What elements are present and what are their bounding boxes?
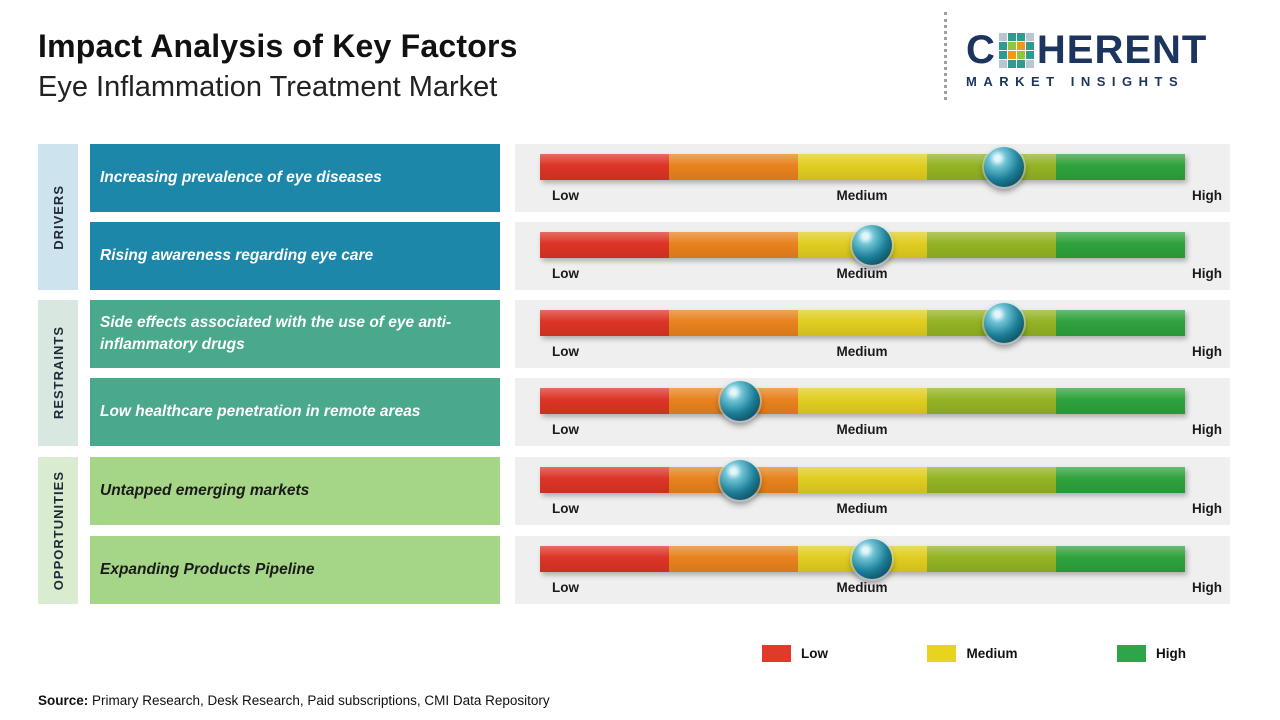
- scale-label-high: High: [1192, 266, 1222, 281]
- scale-label-high: High: [1192, 344, 1222, 359]
- factor-text: Rising awareness regarding eye care: [100, 246, 374, 264]
- impact-scale-bar: [540, 303, 1185, 343]
- impact-indicator-ball: [984, 147, 1025, 187]
- page-subtitle: Eye Inflammation Treatment Market: [38, 71, 498, 103]
- brand-wordmark: C HERENT: [966, 30, 1262, 70]
- brand-letters-herent: HERENT: [1036, 28, 1208, 72]
- factor-label-box: Low healthcare penetration in remote are…: [90, 378, 500, 446]
- factor-row: Untapped emerging markets Low Medium Hig…: [90, 457, 1230, 525]
- impact-scale-bar: [540, 539, 1185, 579]
- legend-item-medium: Medium: [927, 645, 1018, 662]
- scale-label-medium: Medium: [836, 501, 888, 516]
- scale-labels: Low Medium High: [515, 266, 1230, 286]
- scale-labels: Low Medium High: [515, 188, 1230, 208]
- impact-scale-bar: [540, 460, 1185, 500]
- factor-row: Side effects associated with the use of …: [90, 300, 1230, 368]
- impact-scale-bar: [540, 225, 1185, 265]
- legend: Low Medium High: [762, 645, 1186, 662]
- factor-label-box: Side effects associated with the use of …: [90, 300, 500, 368]
- scale-labels: Low Medium High: [515, 501, 1230, 521]
- scale-label-medium: Medium: [836, 344, 888, 359]
- scale-label-low: Low: [552, 266, 579, 281]
- impact-indicator-ball: [984, 303, 1025, 343]
- legend-item-high: High: [1116, 645, 1186, 662]
- factor-text: Low healthcare penetration in remote are…: [100, 402, 421, 420]
- scale-label-low: Low: [552, 580, 579, 595]
- group-label-opportunities: OPPORTUNITIES: [50, 470, 66, 591]
- impact-indicator-ball: [719, 460, 760, 500]
- factor-label-box: Expanding Products Pipeline: [90, 536, 500, 604]
- legend-swatch-low: [762, 645, 791, 662]
- factor-label-box: Untapped emerging markets: [90, 457, 500, 525]
- group-strip-restraints: RESTRAINTS: [38, 300, 78, 446]
- impact-bar-panel: Low Medium High: [515, 222, 1230, 290]
- scale-label-low: Low: [552, 344, 579, 359]
- factor-text: Side effects associated with the use of …: [100, 313, 452, 353]
- impact-indicator-ball: [852, 225, 893, 265]
- logo-divider: [944, 12, 947, 100]
- impact-bar-panel: Low Medium High: [515, 536, 1230, 604]
- scale-labels: Low Medium High: [515, 580, 1230, 600]
- coherent-mosaic-o-icon: [998, 32, 1034, 68]
- group-strip-drivers: DRIVERS: [38, 144, 78, 290]
- factor-text: Increasing prevalence of eye diseases: [100, 168, 382, 186]
- legend-label-medium: Medium: [966, 646, 1018, 661]
- brand-letter-c: C: [966, 28, 996, 72]
- scale-label-medium: Medium: [836, 266, 888, 281]
- factor-label-box: Rising awareness regarding eye care: [90, 222, 500, 290]
- legend-label-low: Low: [801, 646, 828, 661]
- scale-label-high: High: [1192, 580, 1222, 595]
- factor-label-box: Increasing prevalence of eye diseases: [90, 144, 500, 212]
- factor-text: Untapped emerging markets: [100, 481, 310, 499]
- legend-label-high: High: [1155, 646, 1186, 661]
- scale-label-low: Low: [552, 501, 579, 516]
- factor-row: Rising awareness regarding eye care Low …: [90, 222, 1230, 290]
- source-line: Source: Primary Research, Desk Research,…: [38, 693, 550, 708]
- scale-label-high: High: [1192, 188, 1222, 203]
- source-text: Primary Research, Desk Research, Paid su…: [88, 693, 550, 708]
- legend-item-low: Low: [762, 645, 828, 662]
- scale-label-medium: Medium: [836, 422, 888, 437]
- group-strip-opportunities: OPPORTUNITIES: [38, 457, 78, 604]
- scale-label-high: High: [1192, 422, 1222, 437]
- factor-row: Low healthcare penetration in remote are…: [90, 378, 1230, 446]
- scale-labels: Low Medium High: [515, 422, 1230, 442]
- factor-row: Increasing prevalence of eye diseases Lo…: [90, 144, 1230, 212]
- impact-scale-bar: [540, 147, 1185, 187]
- legend-swatch-medium: [927, 645, 957, 662]
- brand-tagline: MARKET INSIGHTS: [966, 74, 1185, 89]
- page-title: Impact Analysis of Key Factors: [38, 28, 518, 64]
- header: Impact Analysis of Key Factors Eye Infla…: [38, 28, 518, 104]
- group-label-restraints: RESTRAINTS: [50, 326, 66, 420]
- impact-bar-panel: Low Medium High: [515, 300, 1230, 368]
- scale-label-high: High: [1192, 501, 1222, 516]
- impact-bar-panel: Low Medium High: [515, 144, 1230, 212]
- scale-label-low: Low: [552, 422, 579, 437]
- scale-label-medium: Medium: [836, 580, 888, 595]
- impact-scale-bar: [540, 381, 1185, 421]
- impact-bar-panel: Low Medium High: [515, 457, 1230, 525]
- impact-indicator-ball: [719, 381, 760, 421]
- factor-row: Expanding Products Pipeline Low Medium H…: [90, 536, 1230, 604]
- legend-swatch-high: [1116, 645, 1146, 662]
- group-label-drivers: DRIVERS: [50, 184, 66, 250]
- impact-bar-panel: Low Medium High: [515, 378, 1230, 446]
- scale-labels: Low Medium High: [515, 344, 1230, 364]
- source-label: Source:: [38, 693, 89, 708]
- impact-indicator-ball: [852, 539, 893, 579]
- scale-label-medium: Medium: [836, 188, 888, 203]
- scale-label-low: Low: [552, 188, 579, 203]
- brand-logo: C HERENT MARKET INSIGHTS: [966, 30, 1262, 89]
- factor-text: Expanding Products Pipeline: [100, 560, 315, 578]
